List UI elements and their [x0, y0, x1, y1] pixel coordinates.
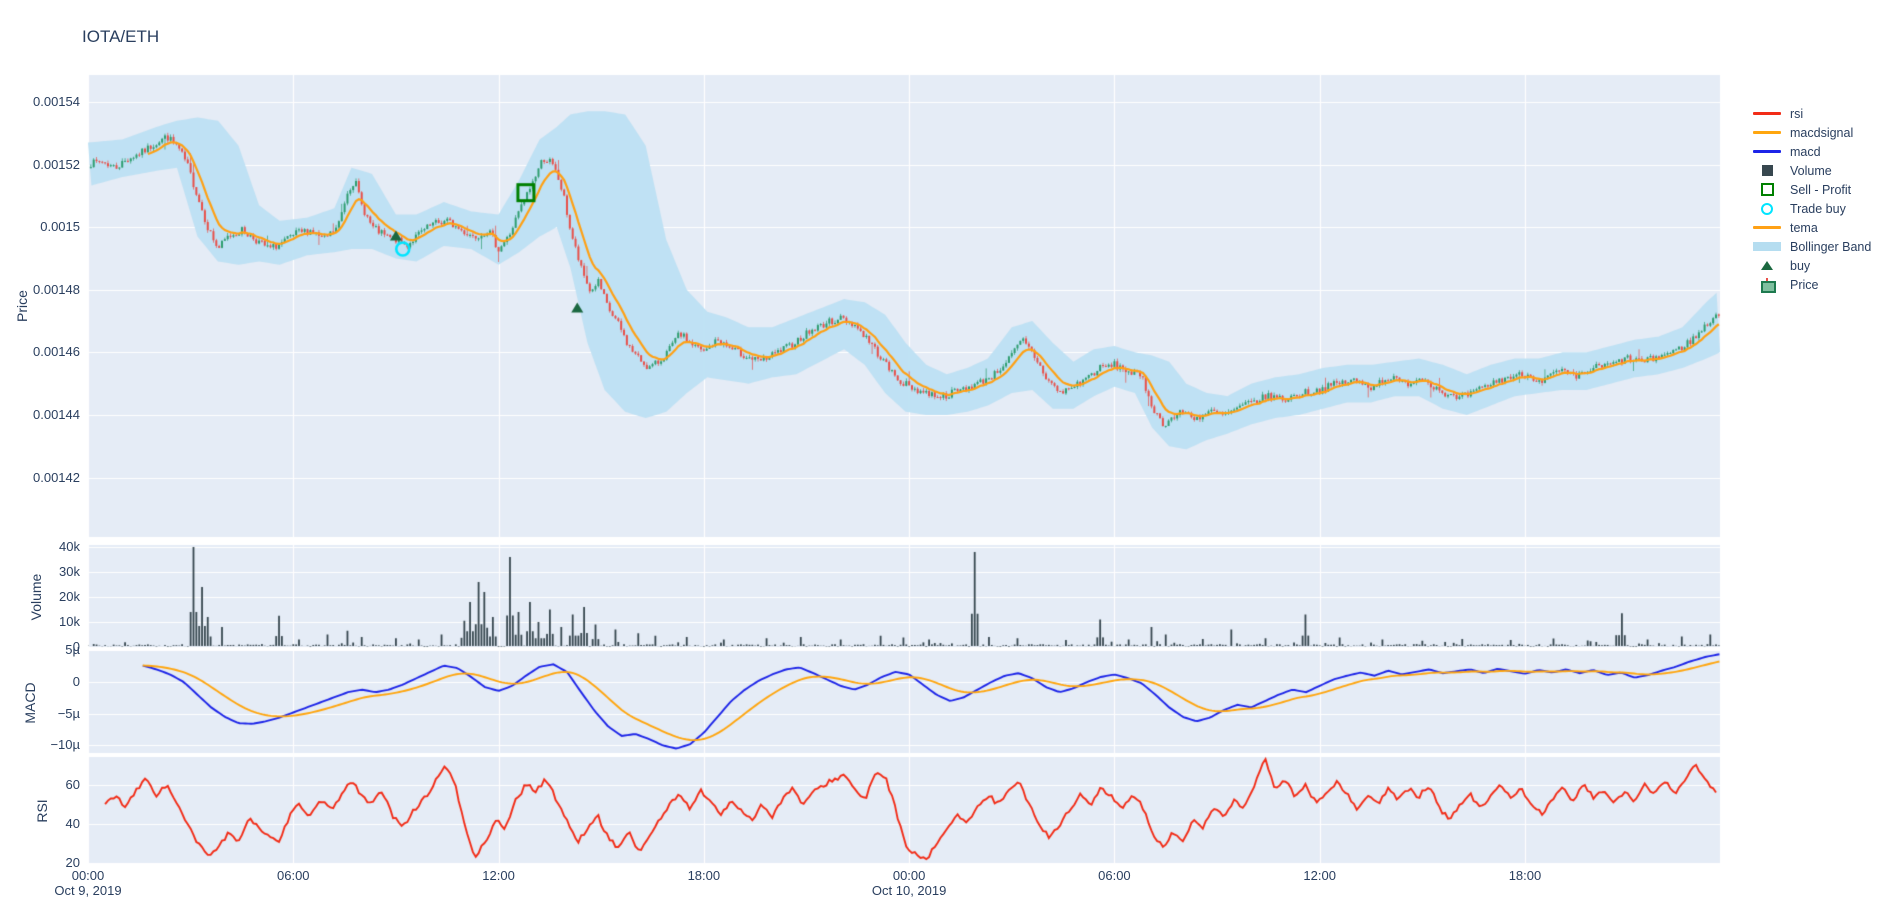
legend-item-price[interactable]: Price: [1752, 275, 1871, 294]
x-tick-label: 18:00: [687, 868, 721, 883]
volume-ytick-label: 20k: [59, 589, 80, 604]
circle-open-legend-icon: [1752, 202, 1782, 215]
price-ytick-label: 0.00154: [33, 93, 80, 109]
price-ytick-label: 0.00152: [33, 156, 80, 172]
legend-label: macdsignal: [1790, 125, 1854, 140]
price-ytick-label: 0.00148: [33, 281, 80, 297]
rsi-ytick-label: 60: [65, 776, 80, 792]
chart-title: IOTA/ETH: [82, 27, 160, 46]
x-tick-label: 12:00: [482, 868, 515, 883]
legend-label: Sell - Profit: [1790, 182, 1852, 197]
x-tick-label: 18:00: [1508, 868, 1542, 883]
macd-ytick-label: 5µ: [65, 642, 80, 658]
legend-label: Volume: [1790, 163, 1832, 178]
volume-ytick-label: 10k: [59, 614, 80, 629]
legend-item-macdsignal[interactable]: macdsignal: [1752, 123, 1871, 142]
price-ytick-label: 0.0015: [40, 219, 80, 235]
legend-item-macd[interactable]: macd: [1752, 142, 1871, 161]
x-tick-label: 00:00: [71, 868, 105, 883]
legend-label: macd: [1790, 144, 1821, 159]
volume-ytick-label: 0: [72, 639, 80, 654]
x-tick-label: 06:00: [277, 868, 310, 883]
line-legend-icon: [1752, 131, 1782, 134]
triangle-up-legend-icon: [1752, 261, 1782, 270]
band-legend-icon: [1752, 242, 1782, 251]
legend-label: Price: [1790, 277, 1819, 292]
line-legend-icon: [1752, 226, 1782, 229]
x-tick-label: 12:00: [1303, 868, 1336, 883]
price-ytick-label: 0.00144: [33, 406, 80, 422]
legend-item-tema[interactable]: tema: [1752, 218, 1871, 237]
x-tick-label: 00:00: [892, 868, 926, 883]
macd-ytick-label: −10µ: [50, 737, 80, 753]
price-ytick-label: 0.00142: [33, 469, 80, 485]
legend-item-rsi[interactable]: rsi: [1752, 104, 1871, 123]
macd-ytick-label: −5µ: [57, 705, 80, 721]
legend: rsi macdsignal macd Volume Sell - Profit Trad…: [1752, 104, 1871, 294]
square-open-legend-icon: [1752, 183, 1782, 196]
volume-ytick-label: 30k: [59, 564, 80, 579]
legend-item-bollinger-band[interactable]: Bollinger Band: [1752, 237, 1871, 256]
rsi-ytick-label: 40: [65, 815, 80, 831]
legend-item-trade-buy[interactable]: Trade buy: [1752, 199, 1871, 218]
legend-label: rsi: [1790, 106, 1804, 121]
legend-item-sell-profit[interactable]: Sell - Profit: [1752, 180, 1871, 199]
x-date-label: Oct 9, 2019: [54, 883, 122, 898]
x-date-label: Oct 10, 2019: [871, 883, 947, 898]
line-legend-icon: [1752, 150, 1782, 153]
legend-label: Bollinger Band: [1790, 239, 1872, 254]
legend-label: tema: [1790, 220, 1818, 235]
candlestick-legend-icon: [1752, 277, 1782, 293]
square-legend-icon: [1752, 165, 1782, 176]
legend-item-volume[interactable]: Volume: [1752, 161, 1871, 180]
line-legend-icon: [1752, 112, 1782, 115]
x-tick-label: 06:00: [1098, 868, 1131, 883]
legend-label: buy: [1790, 258, 1811, 273]
macd-ytick-label: 0: [72, 674, 80, 690]
price-ytick-label: 0.00146: [33, 344, 80, 360]
legend-item-buy[interactable]: buy: [1752, 256, 1871, 275]
volume-ytick-label: 40k: [59, 539, 80, 554]
legend-label: Trade buy: [1790, 201, 1846, 216]
rsi-ytick-label: 20: [65, 855, 80, 870]
